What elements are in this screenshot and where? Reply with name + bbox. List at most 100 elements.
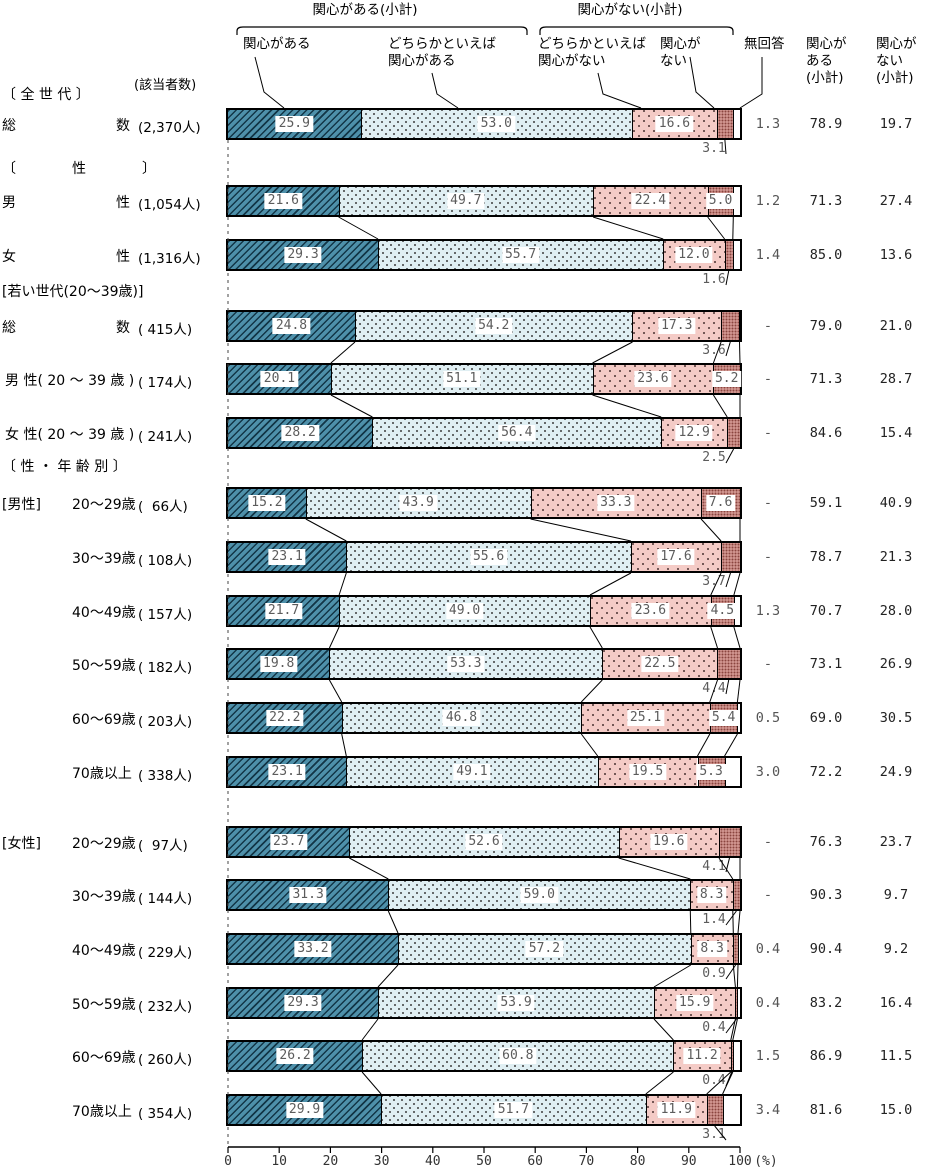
row-respondent-count: (2,370人) xyxy=(138,120,201,136)
bar-row: 29.3 53.9 15.9 xyxy=(226,987,742,1019)
subtotal-no-value: 15.0 xyxy=(879,1102,913,1118)
bar-row: 23.1 49.1 19.5 5.3 xyxy=(226,756,742,788)
segment-connector-line xyxy=(733,572,741,596)
segment-no-answer xyxy=(732,241,740,269)
segment-value-label: 26.2 xyxy=(276,1048,314,1064)
segment-connector-line xyxy=(338,216,379,240)
segment-yes xyxy=(228,110,361,138)
row-respondent-count: ( 144人) xyxy=(138,891,193,907)
segment-value-label: 49.1 xyxy=(453,764,491,780)
bar-row: 33.2 57.2 8.3 xyxy=(226,933,742,965)
subtotal-no-value: 28.0 xyxy=(879,603,913,619)
no-answer-value: 1.4 xyxy=(755,247,781,263)
axis-tick-label: 10 xyxy=(271,1154,288,1169)
subtotal-yes-value: 59.1 xyxy=(809,495,843,511)
subtotal-yes-value: 78.9 xyxy=(809,116,843,132)
segment-value-callout: 3.1 xyxy=(702,1127,726,1142)
segment-yes xyxy=(228,1096,382,1124)
segment-value-label: 52.6 xyxy=(465,834,503,850)
segment-connector-line xyxy=(653,964,692,988)
segment-value-label: 29.3 xyxy=(284,995,322,1011)
segment-connector-line xyxy=(697,733,711,757)
segment-connector-line xyxy=(361,1071,382,1095)
column-header-yes-subtotal: 関心が ある (小計) xyxy=(806,36,847,86)
segment-connector-line xyxy=(349,857,389,880)
segment-connector-line xyxy=(737,910,741,934)
segment-value-label: 53.9 xyxy=(497,995,535,1011)
segment-connector-line xyxy=(589,626,603,649)
bar-row: 23.7 52.6 19.6 xyxy=(226,826,742,858)
segment-yes xyxy=(228,650,330,678)
subtotal-yes-value: 86.9 xyxy=(809,1048,843,1064)
row-label: 総数 xyxy=(2,118,130,134)
segment-value-label: 49.7 xyxy=(447,193,485,209)
subtotal-yes-value: 90.4 xyxy=(809,941,843,957)
row-label: 60～69歳 xyxy=(72,712,136,728)
segment-connector-line xyxy=(530,518,632,542)
bracket-no-subtotal xyxy=(539,26,734,35)
row-respondent-count: ( 157人) xyxy=(138,607,193,623)
no-answer-value: 0.5 xyxy=(755,710,781,726)
segment-value-label: 57.2 xyxy=(525,941,564,957)
segment-connector-line xyxy=(305,518,347,542)
row-respondent-count: ( 354人) xyxy=(138,1106,193,1122)
segment-rather-no xyxy=(653,989,736,1017)
segment-value-callout: 3.1 xyxy=(702,141,726,156)
subtotal-no-value: 19.7 xyxy=(879,116,913,132)
segment-value-label: 21.7 xyxy=(264,603,303,619)
segment-connector-line xyxy=(732,216,734,240)
row-label: 総数 xyxy=(2,320,130,336)
segment-value-label: 51.1 xyxy=(443,371,481,387)
subtotal-no-value: 30.5 xyxy=(879,710,913,726)
legend-leader-line xyxy=(739,57,763,109)
axis-tick-label: 20 xyxy=(322,1154,339,1169)
segment-value-label: 15.9 xyxy=(676,995,714,1011)
segment-connector-line xyxy=(618,857,691,880)
segment-value-label: 4.5 xyxy=(707,603,738,619)
legend-leader-line xyxy=(597,72,642,109)
segment-value-label: 19.8 xyxy=(260,656,298,672)
segment-connector-line xyxy=(338,572,347,596)
row-respondent-count: ( 241人) xyxy=(138,429,193,445)
segment-value-label: 25.1 xyxy=(626,710,665,726)
row-label: 50～59歳 xyxy=(72,658,136,674)
segment-value-label: 17.3 xyxy=(658,318,696,334)
bar-row: 25.9 53.0 16.6 xyxy=(226,108,742,140)
subtotal-yes-value: 84.6 xyxy=(809,425,843,441)
segment-value-label: 29.3 xyxy=(284,247,322,263)
column-header-no-answer: 無回答 xyxy=(744,36,785,52)
row-respondent-count: ( 338人) xyxy=(138,768,193,784)
row-label: 女性 xyxy=(2,249,130,265)
subtotal-yes-value: 81.6 xyxy=(809,1102,843,1118)
segment-value-callout: 3.7 xyxy=(702,574,726,589)
subtotal-yes-value: 69.0 xyxy=(809,710,843,726)
row-respondent-count: ( 174人) xyxy=(138,375,193,391)
segment-value-label: 11.2 xyxy=(683,1048,721,1064)
row-respondent-count: ( 97人) xyxy=(138,838,188,854)
segment-no-answer xyxy=(732,1042,740,1070)
row-respondent-count: ( 203人) xyxy=(138,714,193,730)
segment-value-label: 33.2 xyxy=(294,941,332,957)
segment-value-label: 53.3 xyxy=(447,656,485,672)
bar-row: 21.7 49.0 23.6 4.5 xyxy=(226,595,742,627)
bar-row: 28.2 56.4 12.9 xyxy=(226,417,742,449)
segment-value-label: 46.8 xyxy=(442,710,481,726)
segment-rather-no xyxy=(593,187,708,215)
axis-tick-label: 30 xyxy=(373,1154,390,1169)
segment-value-callout: 0.4 xyxy=(702,1073,726,1088)
axis-tick-label: 70 xyxy=(578,1154,595,1169)
subtotal-no-value: 16.4 xyxy=(879,995,913,1011)
segment-value-label: 11.9 xyxy=(657,1102,695,1118)
row-label: 20～29歳 xyxy=(72,836,136,852)
subtotal-yes-value: 71.3 xyxy=(809,371,843,387)
segment-rather-no xyxy=(631,110,717,138)
segment-no xyxy=(706,1096,723,1124)
segment-no-answer xyxy=(737,989,740,1017)
segment-value-label: 12.9 xyxy=(675,425,713,441)
segment-no xyxy=(721,312,740,340)
segment-value-label: 5.4 xyxy=(708,710,739,726)
segment-value-label: 12.0 xyxy=(675,247,713,263)
segment-value-label: 19.5 xyxy=(628,764,667,780)
segment-no xyxy=(724,241,733,269)
